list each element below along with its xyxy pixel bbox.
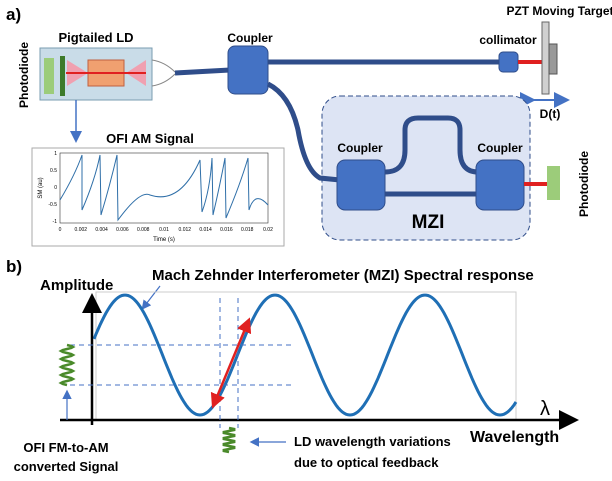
target-label: PZT Moving Target (506, 4, 612, 18)
pzt (548, 43, 558, 75)
part-label: a) (6, 5, 21, 24)
inset-y-label: SM (au) (38, 177, 44, 198)
fiber (266, 81, 341, 183)
inset-x-tick: 0.012 (179, 227, 192, 233)
pigtail (151, 59, 176, 87)
note: due to optical feedback (294, 455, 439, 470)
inset-x-tick: 0 (59, 227, 62, 233)
inset-x-label: Time (s) (153, 237, 175, 243)
photodiode-label: Photodiode (17, 42, 31, 108)
inset-x-tick: 0.008 (137, 227, 150, 233)
am-signal (58, 343, 76, 387)
arrow (141, 285, 161, 310)
laser-title: Pigtailed LD (58, 30, 133, 45)
mzi-label: MZI (412, 212, 445, 233)
mirror (60, 56, 65, 96)
inset-y-tick: 0.5 (50, 168, 57, 174)
part-label: b) (6, 257, 22, 276)
wavelength-signal (222, 426, 236, 454)
variation-arrow (210, 317, 252, 409)
note: converted Signal (14, 459, 119, 474)
inset-y-tick: 1 (54, 151, 57, 157)
inset-axes (59, 152, 269, 224)
note: OFI FM-to-AM (23, 440, 108, 455)
coupler-label: Coupler (477, 141, 523, 155)
photodiode (547, 166, 560, 200)
photodiode-label: Photodiode (577, 151, 591, 217)
coupler (336, 159, 386, 211)
inset-x-tick: 0.016 (220, 227, 233, 233)
title: Mach Zehnder Interferometer (MZI) Spectr… (152, 267, 534, 284)
displacement-label: D(t) (540, 107, 561, 121)
x-axis-label: Wavelength (470, 429, 559, 446)
inset-ticks: 10.50-0.5-10 0.002 0.004 0.006 0.008 0.01 0.01… (48, 151, 273, 233)
coupler (227, 45, 269, 95)
target (541, 21, 550, 95)
y-axis-label: Amplitude (40, 277, 113, 294)
inset-title: OFI AM Signal (106, 131, 194, 146)
lambda: λ (540, 398, 550, 420)
coupler-label: Coupler (337, 141, 383, 155)
inset-x-tick: 0.014 (199, 227, 212, 233)
fiber (174, 67, 231, 76)
inset-y-tick: 0 (54, 185, 57, 191)
inset-signal (59, 154, 269, 222)
inset-x-tick: 0.02 (263, 227, 273, 233)
photodiode (44, 58, 54, 94)
plot-frame (95, 291, 517, 421)
inset-x-tick: 0.01 (159, 227, 169, 233)
inset-x-tick: 0.002 (75, 227, 88, 233)
mzi-arm (384, 115, 479, 175)
mzi-response (92, 293, 518, 417)
collimator-label: collimator (479, 33, 537, 47)
inset-y-tick: -1 (53, 219, 58, 225)
note: LD wavelength variations (294, 434, 451, 449)
inset-y-tick: -0.5 (48, 202, 57, 208)
coupler (475, 159, 525, 211)
inset-x-tick: 0.018 (241, 227, 254, 233)
inset-x-tick: 0.004 (95, 227, 108, 233)
inset-x-tick: 0.006 (116, 227, 129, 233)
coupler-label: Coupler (227, 31, 273, 45)
collimator (498, 51, 519, 73)
